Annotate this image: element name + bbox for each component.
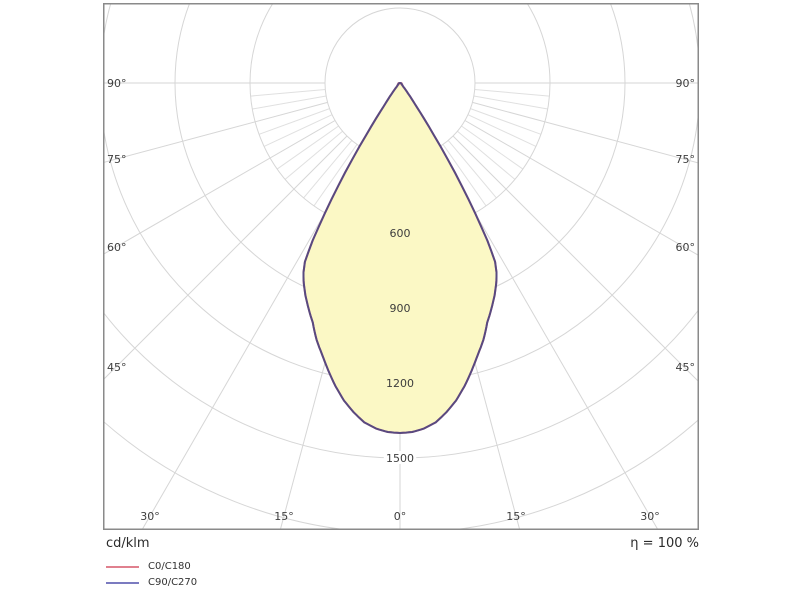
legend: C0/C180 C90/C270 [106, 559, 197, 591]
angle-labels: 90° 90° 75° 75° 60° 60° 45° 45° 30° 15° 0° 15° 30° [107, 77, 695, 523]
legend-label-c0-c180: C0/C180 [148, 561, 191, 572]
plot-border [103, 3, 699, 530]
svg-text:75°: 75° [676, 153, 696, 166]
svg-text:0°: 0° [394, 510, 407, 523]
svg-text:90°: 90° [107, 77, 127, 90]
svg-text:1500: 1500 [386, 452, 414, 465]
curve-c90-c270 [302, 82, 498, 434]
svg-text:75°: 75° [107, 153, 127, 166]
legend-line-c0-c180-icon [106, 566, 139, 568]
beam-fill [303, 83, 497, 433]
svg-text:60°: 60° [676, 241, 696, 254]
svg-text:90°: 90° [676, 77, 696, 90]
efficiency-label: η = 100 % [630, 536, 699, 551]
svg-text:45°: 45° [107, 361, 127, 374]
intensity-curves [302, 82, 498, 435]
svg-text:15°: 15° [274, 510, 294, 523]
svg-text:15°: 15° [506, 510, 526, 523]
svg-text:30°: 30° [140, 510, 160, 523]
svg-text:900: 900 [390, 302, 411, 315]
legend-line-c90-c270-icon [106, 582, 139, 584]
svg-text:600: 600 [390, 227, 411, 240]
ring-labels: 600 900 1200 1500 [383, 226, 417, 465]
unit-label: cd/klm [106, 536, 150, 551]
legend-item-c0-c180: C0/C180 [106, 559, 197, 575]
svg-text:30°: 30° [640, 510, 660, 523]
svg-text:45°: 45° [676, 361, 696, 374]
svg-text:1200: 1200 [386, 377, 414, 390]
legend-item-c90-c270: C90/C270 [106, 575, 197, 591]
legend-label-c90-c270: C90/C270 [148, 577, 198, 588]
svg-text:60°: 60° [107, 241, 127, 254]
